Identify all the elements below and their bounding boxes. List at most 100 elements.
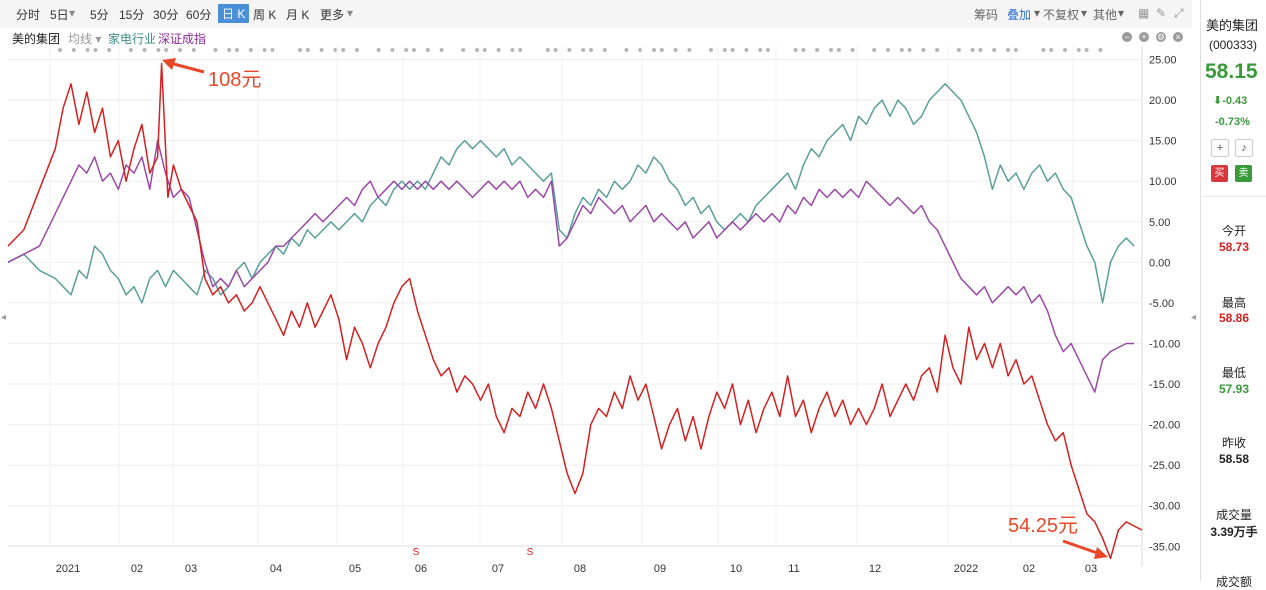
event-dot bbox=[376, 48, 381, 52]
x-tick-label: 2021 bbox=[56, 563, 80, 575]
event-dot bbox=[886, 48, 890, 52]
stock-name: 美的集团 bbox=[1206, 18, 1259, 33]
event-dot bbox=[319, 48, 324, 52]
settings-icon[interactable]: ⚙ bbox=[1156, 32, 1166, 42]
y-tick-label: -20.00 bbox=[1149, 420, 1180, 432]
period-tab-monthly[interactable]: 月 K bbox=[286, 8, 310, 22]
x-tick-label: 12 bbox=[869, 563, 881, 575]
period-tab-weekly[interactable]: 周 K bbox=[253, 8, 277, 22]
annotation-label-high: 108元 bbox=[208, 69, 261, 91]
y-tick-label: 15.00 bbox=[1149, 136, 1177, 148]
legend-index[interactable]: 深证成指 bbox=[158, 32, 207, 46]
y-tick-label: 25.00 bbox=[1149, 55, 1177, 67]
last-price: 58.15 bbox=[1205, 60, 1258, 83]
event-dot bbox=[638, 48, 643, 52]
x-tick-label: 04 bbox=[270, 563, 282, 575]
event-dot bbox=[248, 48, 253, 52]
close-icon[interactable]: × bbox=[1173, 32, 1183, 42]
chevron-down-icon[interactable]: ▾ bbox=[1081, 6, 1088, 20]
series-line-index bbox=[7, 139, 1135, 393]
event-dot bbox=[518, 48, 523, 52]
prev-close-value: 58.58 bbox=[1218, 452, 1250, 466]
adjust-select[interactable]: 不复权 bbox=[1043, 8, 1080, 22]
toolbar: 分时 5日 ▾ 5分 15分 30分 60分 日 K 周 K 月 K 更多 ▾ … bbox=[0, 0, 1192, 29]
low-label: 最低 bbox=[1221, 366, 1246, 380]
chart-legend-bar: 美的集团 均线 ▾ 家电行业 深证成指 bbox=[0, 28, 1192, 46]
annotation-arrow bbox=[1062, 539, 1101, 556]
event-dot bbox=[992, 48, 997, 52]
chevron-down-icon[interactable]: ▾ bbox=[347, 6, 354, 20]
collapse-panel-icon[interactable]: ◂ bbox=[1191, 312, 1197, 323]
period-tab-30min[interactable]: 30分 bbox=[153, 8, 179, 22]
x-tick-label: 09 bbox=[654, 563, 666, 575]
alert-bell-icon[interactable]: ♪ bbox=[1235, 139, 1253, 157]
event-dot bbox=[673, 48, 678, 52]
event-dot bbox=[744, 48, 749, 52]
chips-button[interactable]: 筹码 bbox=[974, 8, 999, 22]
x-tick-label: 03 bbox=[185, 563, 197, 575]
y-tick-label: 20.00 bbox=[1149, 95, 1177, 107]
event-dot bbox=[935, 48, 940, 52]
price-change-value: -0.43 bbox=[1222, 95, 1248, 107]
period-tab-5min[interactable]: 5分 bbox=[90, 8, 109, 22]
ma-toggle[interactable]: 均线 ▾ bbox=[68, 30, 101, 47]
event-dot bbox=[872, 48, 877, 52]
period-tab-intraday[interactable]: 分时 bbox=[16, 8, 41, 22]
price-change: ⬇-0.43 bbox=[1213, 94, 1247, 107]
event-dot bbox=[355, 48, 359, 52]
buy-button[interactable]: 买 bbox=[1211, 165, 1228, 182]
chevron-down-icon[interactable]: ▾ bbox=[69, 6, 76, 20]
price-chart: 25.00 20.00 15.00 10.00 5.00 0.00 -5.00 -10.00 -… bbox=[7, 46, 1180, 575]
event-dot bbox=[191, 48, 196, 52]
annotation-arrowhead bbox=[162, 58, 176, 70]
x-tick-label: 06 bbox=[415, 563, 427, 575]
event-dot bbox=[815, 48, 820, 52]
other-menu[interactable]: 其他 bbox=[1093, 8, 1118, 22]
event-dot bbox=[1063, 48, 1067, 52]
overlay-button[interactable]: 叠加 bbox=[1007, 8, 1032, 22]
legend-industry[interactable]: 家电行业 bbox=[108, 32, 157, 46]
y-tick-label: -15.00 bbox=[1149, 379, 1180, 391]
prev-close-label: 昨收 bbox=[1221, 436, 1246, 450]
minus-icon[interactable]: − bbox=[1122, 32, 1132, 42]
annotation-label-low: 54.25元 bbox=[1008, 515, 1078, 537]
event-dot bbox=[687, 48, 692, 52]
event-dot bbox=[624, 48, 629, 52]
grid-icon[interactable]: ▦ bbox=[1138, 6, 1150, 20]
period-tab-daily[interactable]: 日 K bbox=[218, 4, 250, 23]
event-dot bbox=[461, 48, 466, 52]
period-tab-15min[interactable]: 15分 bbox=[119, 8, 145, 22]
chevron-down-icon[interactable]: ▾ bbox=[1118, 6, 1125, 20]
event-dot bbox=[496, 48, 501, 52]
event-dot bbox=[709, 48, 713, 52]
open-label: 今开 bbox=[1221, 224, 1246, 238]
y-tick-label: 0.00 bbox=[1149, 257, 1170, 269]
sell-button[interactable]: 卖 bbox=[1235, 165, 1252, 182]
edit-icon[interactable]: ✎ bbox=[1156, 6, 1167, 20]
stock-code: (000333) bbox=[1209, 38, 1258, 52]
event-dot bbox=[227, 48, 232, 52]
y-tick-label: -5.00 bbox=[1149, 298, 1174, 310]
chevron-down-icon[interactable]: ▾ bbox=[1034, 6, 1041, 20]
event-dot bbox=[899, 48, 904, 52]
period-tab-60min[interactable]: 60分 bbox=[186, 8, 212, 22]
event-dot bbox=[1076, 48, 1081, 52]
event-dot bbox=[71, 48, 76, 52]
plus-icon[interactable]: + bbox=[1139, 32, 1149, 42]
open-value: 58.73 bbox=[1218, 240, 1250, 254]
add-watchlist-button[interactable]: + bbox=[1211, 139, 1229, 157]
volume-value: 3.39万手 bbox=[1210, 525, 1258, 539]
quote-panel: 美的集团 (000333) 58.15 ⬇-0.43 -0.73% + ♪ 买 … bbox=[1200, 0, 1266, 589]
event-dot bbox=[730, 48, 735, 52]
y-tick-label: 5.00 bbox=[1149, 217, 1170, 229]
fullscreen-icon[interactable]: ⤢ bbox=[1174, 6, 1184, 20]
scroll-left-icon[interactable]: ◂ bbox=[1, 312, 7, 323]
period-tab-5day[interactable]: 5日 bbox=[50, 8, 69, 22]
event-dot bbox=[836, 48, 841, 52]
period-tab-more[interactable]: 更多 bbox=[320, 8, 345, 22]
event-dot bbox=[85, 48, 90, 52]
event-dot bbox=[164, 48, 169, 52]
event-dot bbox=[793, 48, 798, 52]
amount-label: 成交额 bbox=[1215, 575, 1252, 589]
y-tick-label: -25.00 bbox=[1149, 460, 1180, 472]
